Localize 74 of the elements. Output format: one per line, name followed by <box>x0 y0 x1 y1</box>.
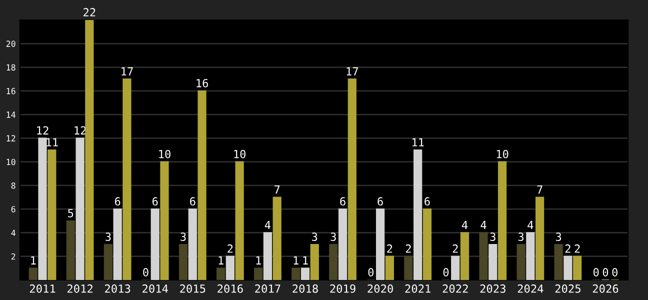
x-tick-label: 2016 <box>218 284 243 293</box>
data-label: 4 <box>264 220 271 230</box>
y-tick-label: 6 <box>11 206 16 212</box>
data-label: 7 <box>274 185 280 194</box>
x-tick-label: 2022 <box>442 284 468 293</box>
data-label: 16 <box>196 78 208 88</box>
data-label: 4 <box>462 220 468 230</box>
data-label: 3 <box>180 232 186 242</box>
x-tick-label: 2015 <box>180 284 206 293</box>
y-tick-label: 16 <box>6 88 16 94</box>
data-label: 3 <box>330 232 336 242</box>
data-label: 7 <box>537 185 542 194</box>
data-label: 17 <box>122 67 133 76</box>
x-tick-label: 2021 <box>405 284 430 293</box>
x-tick-label: 2024 <box>518 284 544 293</box>
data-label: 1 <box>31 256 36 264</box>
x-tick-label: 2025 <box>555 284 580 293</box>
data-label: 1 <box>256 256 261 264</box>
x-tick-label: 2013 <box>105 284 130 293</box>
data-label: 0 <box>443 268 449 276</box>
x-tick-label: 2011 <box>30 284 56 293</box>
y-tick-label: 14 <box>6 112 16 118</box>
data-label: 17 <box>346 67 358 76</box>
data-label: 2 <box>574 244 580 253</box>
data-label: 11 <box>412 138 424 146</box>
data-label: 11 <box>46 138 58 146</box>
data-label: 0 <box>593 268 599 276</box>
data-label: 1 <box>294 256 298 264</box>
data-label: 0 <box>612 268 618 276</box>
data-label: 0 <box>602 268 608 276</box>
data-label: 1 <box>303 256 308 264</box>
data-label: 10 <box>159 150 170 158</box>
data-label: 12 <box>74 126 86 134</box>
data-label: 1 <box>218 256 224 264</box>
data-label: 3 <box>490 232 496 242</box>
data-label: 4 <box>528 220 534 230</box>
data-label: 6 <box>114 197 120 206</box>
x-tick-label: 2026 <box>592 284 618 293</box>
data-label: 6 <box>424 197 430 206</box>
data-label: 3 <box>312 232 318 242</box>
data-label: 22 <box>84 8 96 16</box>
data-label: 6 <box>190 197 196 206</box>
data-label: 12 <box>37 126 48 134</box>
y-tick-label: 10 <box>6 158 16 166</box>
data-label: 6 <box>340 197 346 206</box>
data-label: 6 <box>152 197 158 206</box>
data-label: 2 <box>228 244 233 253</box>
y-tick-label: 12 <box>6 135 16 142</box>
x-tick-label: 2023 <box>480 284 506 293</box>
data-label: 0 <box>368 268 374 276</box>
data-label: 2 <box>406 244 411 253</box>
x-tick-label: 2020 <box>368 284 393 293</box>
data-label: 0 <box>143 268 148 276</box>
data-label: 4 <box>480 220 486 230</box>
data-label: 2 <box>565 244 570 253</box>
data-label: 5 <box>68 209 74 218</box>
y-tick-label: 2 <box>11 253 16 260</box>
y-tick-label: 4 <box>11 230 16 236</box>
data-label: 3 <box>106 232 111 242</box>
x-tick-label: 2012 <box>67 284 92 293</box>
data-label: 2 <box>387 244 392 253</box>
data-label: 2 <box>452 244 458 253</box>
data-label: 6 <box>378 197 383 206</box>
data-label: 3 <box>518 232 524 242</box>
data-label: 3 <box>556 232 562 242</box>
x-tick-label: 2014 <box>142 284 168 293</box>
y-tick-label: 20 <box>6 40 16 47</box>
y-tick-label: 18 <box>6 64 16 71</box>
x-tick-label: 2019 <box>330 284 356 293</box>
x-tick-label: 2017 <box>255 284 280 293</box>
y-tick-label: 8 <box>11 182 16 189</box>
data-label: 10 <box>234 150 246 158</box>
data-label: 10 <box>496 150 508 158</box>
x-tick-label: 2018 <box>292 284 318 293</box>
